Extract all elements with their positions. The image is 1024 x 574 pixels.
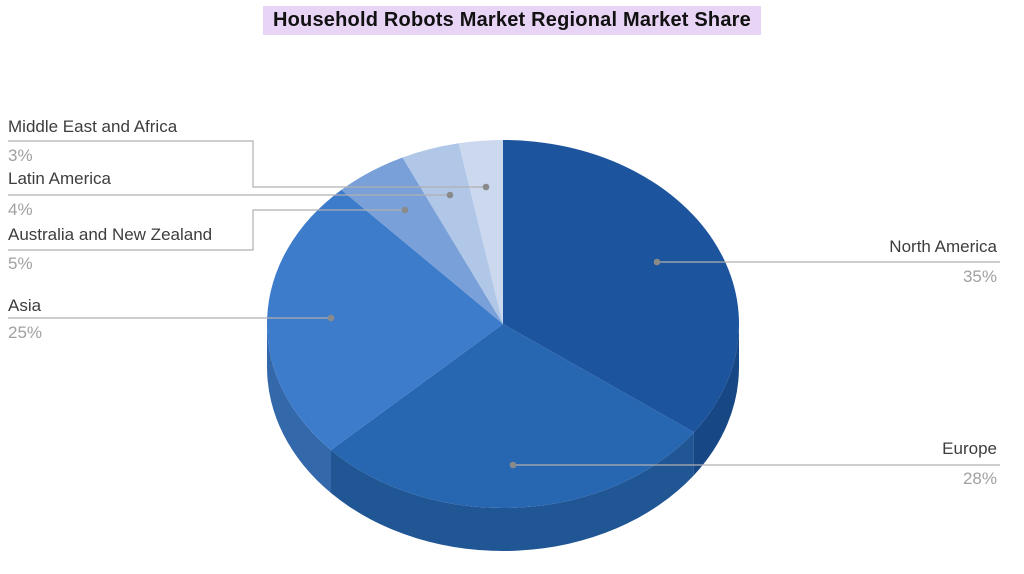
leader-dot-europe [509,461,517,469]
leader-lines [8,140,1000,469]
pie-slice-middle-east-and-africa[interactable] [458,140,503,324]
leader-dot-north-america [653,258,661,266]
leader-line-middle-east-and-africa [8,140,486,188]
label-europe: Europe [942,439,997,458]
pie-slice-latin-america[interactable] [402,143,504,324]
value-asia: 25% [8,323,43,342]
leader-line-australia-new-zealand [8,209,405,251]
label-north-america: North America [889,237,997,256]
pie-slice-north-america[interactable] [503,140,740,433]
pie-slice-side-asia [267,324,331,493]
pie-slice-asia[interactable] [266,189,503,450]
leader-dot-middle-east-and-africa [482,183,490,191]
label-asia: Asia [8,296,42,315]
pie-slice-europe[interactable] [331,324,694,509]
value-australia-new-zealand: 5% [8,254,33,273]
value-north-america: 35% [962,267,997,286]
pie-slice-side-europe [331,432,694,552]
pie-3d [266,140,740,552]
leader-dot-asia [327,314,335,322]
value-europe: 28% [962,469,997,488]
label-latin-america: Latin America [8,169,111,188]
title-row: Household Robots Market Regional Market … [0,6,1024,35]
label-australia-new-zealand: Australia and New Zealand [8,225,213,244]
pie-slice-australia-and-new-zealand[interactable] [341,157,503,325]
chart-title: Household Robots Market Regional Market … [263,6,761,35]
pie-slice-side-north-america [693,324,739,476]
leader-dot-latin-america [446,191,454,199]
leader-dot-australia-new-zealand [401,206,409,214]
value-latin-america: 4% [8,200,33,219]
value-middle-east-and-africa: 3% [8,146,33,165]
label-middle-east-and-africa: Middle East and Africa [8,117,178,136]
